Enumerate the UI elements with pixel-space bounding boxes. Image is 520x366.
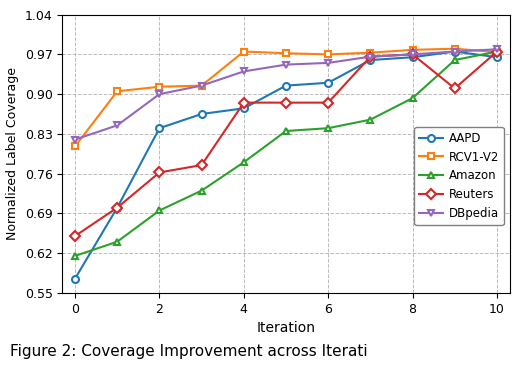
RCV1-V2 [409,48,415,52]
DBpedia [409,52,415,57]
RCV1-V2 [157,85,163,89]
Amazon [452,58,458,62]
RCV1-V2 [494,50,500,54]
Amazon [157,208,163,213]
DBpedia [241,69,247,74]
AAPD [157,126,163,130]
Amazon [114,239,120,244]
Reuters [199,163,205,167]
Amazon [367,117,373,122]
AAPD [114,205,120,210]
Reuters [494,49,500,54]
Reuters [367,55,373,59]
Reuters [241,100,247,105]
DBpedia [157,92,163,96]
RCV1-V2 [199,83,205,88]
RCV1-V2 [452,46,458,51]
RCV1-V2 [241,49,247,54]
AAPD [494,55,500,59]
Line: Amazon: Amazon [72,48,500,259]
DBpedia [452,49,458,54]
Reuters [72,234,78,238]
RCV1-V2 [72,144,78,149]
Amazon [409,96,415,100]
DBpedia [283,62,289,67]
Reuters [157,170,163,175]
AAPD [325,81,331,85]
Amazon [283,129,289,133]
DBpedia [325,61,331,65]
RCV1-V2 [325,52,331,57]
Amazon [199,188,205,193]
DBpedia [494,47,500,52]
Line: RCV1-V2: RCV1-V2 [72,45,500,150]
Reuters [325,100,331,105]
DBpedia [367,55,373,59]
AAPD [241,106,247,111]
AAPD [409,55,415,59]
DBpedia [114,123,120,127]
Line: Reuters: Reuters [72,48,500,239]
Reuters [283,100,289,105]
Amazon [72,254,78,258]
Reuters [114,205,120,210]
AAPD [367,58,373,62]
AAPD [199,112,205,116]
Reuters [409,52,415,57]
Line: AAPD: AAPD [72,48,500,282]
DBpedia [72,137,78,142]
X-axis label: Iteration: Iteration [256,321,316,335]
Line: DBpedia: DBpedia [72,46,500,143]
DBpedia [199,83,205,88]
Amazon [241,160,247,164]
Y-axis label: Normalized Label Coverage: Normalized Label Coverage [6,67,19,240]
RCV1-V2 [367,51,373,55]
Legend: AAPD, RCV1-V2, Amazon, Reuters, DBpedia: AAPD, RCV1-V2, Amazon, Reuters, DBpedia [414,127,504,225]
AAPD [72,276,78,281]
Text: Figure 2: Coverage Improvement across Iterati: Figure 2: Coverage Improvement across It… [10,344,368,359]
AAPD [452,49,458,54]
Amazon [325,126,331,130]
Amazon [494,49,500,54]
RCV1-V2 [114,89,120,93]
RCV1-V2 [283,51,289,55]
Reuters [452,86,458,91]
AAPD [283,83,289,88]
